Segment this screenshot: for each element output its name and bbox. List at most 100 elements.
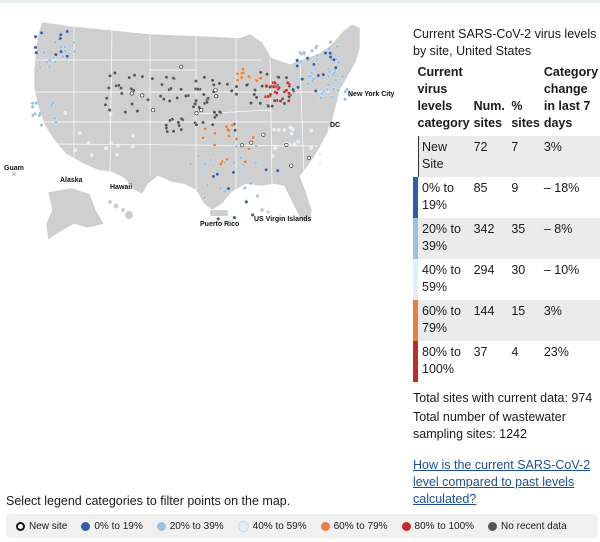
site-point[interactable]: [336, 60, 341, 65]
site-point[interactable]: [327, 47, 331, 51]
site-point[interactable]: [193, 101, 197, 106]
site-point[interactable]: [38, 111, 42, 116]
site-point[interactable]: [203, 195, 207, 200]
site-point[interactable]: [316, 73, 321, 78]
site-point[interactable]: [241, 67, 245, 72]
site-point[interactable]: [272, 127, 277, 132]
site-point[interactable]: [325, 87, 329, 92]
site-point[interactable]: [179, 64, 184, 69]
site-point[interactable]: [53, 40, 58, 45]
site-point[interactable]: [223, 160, 227, 165]
site-point[interactable]: [282, 101, 287, 106]
site-point[interactable]: [326, 66, 331, 71]
site-point[interactable]: [278, 99, 283, 103]
site-point[interactable]: [248, 181, 253, 186]
site-point[interactable]: [318, 161, 323, 165]
site-point[interactable]: [348, 93, 353, 98]
site-point[interactable]: [140, 74, 145, 79]
site-point[interactable]: [312, 62, 316, 67]
site-point[interactable]: [244, 83, 249, 87]
site-point[interactable]: [270, 104, 275, 108]
site-point[interactable]: [268, 92, 273, 97]
site-point[interactable]: [119, 91, 124, 96]
site-point[interactable]: [258, 101, 263, 106]
legend-item-0-19[interactable]: 0% to 19%: [81, 521, 143, 532]
site-point[interactable]: [241, 163, 246, 167]
site-point[interactable]: [175, 96, 180, 100]
legend-item-60-79[interactable]: 60% to 79%: [320, 521, 388, 532]
legend-item-no-recent[interactable]: No recent data: [488, 521, 567, 532]
site-point[interactable]: [179, 117, 184, 121]
site-point[interactable]: [63, 45, 67, 49]
site-point[interactable]: [329, 95, 334, 100]
site-point[interactable]: [239, 75, 244, 80]
site-point[interactable]: [61, 54, 65, 59]
site-point[interactable]: [227, 134, 231, 138]
site-point[interactable]: [271, 84, 276, 89]
site-point[interactable]: [234, 144, 239, 149]
site-point[interactable]: [264, 167, 268, 172]
site-point[interactable]: [177, 123, 181, 128]
site-point[interactable]: [58, 44, 63, 49]
site-point[interactable]: [272, 98, 277, 103]
site-point[interactable]: [225, 82, 230, 87]
site-point[interactable]: [323, 51, 328, 55]
site-point[interactable]: [326, 74, 331, 79]
site-point[interactable]: [284, 143, 289, 148]
site-point[interactable]: [71, 40, 76, 45]
legend-item-new-site[interactable]: New site: [16, 521, 67, 532]
site-point[interactable]: [298, 60, 303, 64]
site-point[interactable]: [214, 94, 219, 99]
site-point[interactable]: [336, 88, 340, 93]
site-point[interactable]: [250, 213, 255, 217]
site-point[interactable]: [299, 52, 304, 56]
site-point[interactable]: [109, 140, 113, 145]
site-point[interactable]: [234, 137, 239, 141]
site-point[interactable]: [114, 83, 119, 88]
site-point[interactable]: [289, 131, 294, 136]
site-point[interactable]: [63, 111, 68, 115]
site-point[interactable]: [211, 82, 216, 87]
site-point[interactable]: [332, 57, 336, 62]
site-point[interactable]: [244, 200, 249, 204]
site-points-layer[interactable]: [30, 29, 353, 221]
site-point[interactable]: [265, 94, 270, 99]
site-point[interactable]: [41, 50, 46, 55]
site-point[interactable]: [247, 146, 251, 151]
site-point[interactable]: [58, 36, 63, 41]
site-point[interactable]: [289, 163, 294, 168]
site-point[interactable]: [135, 109, 140, 113]
site-point[interactable]: [315, 53, 320, 58]
site-point[interactable]: [310, 79, 315, 84]
site-point[interactable]: [321, 89, 326, 94]
site-point[interactable]: [218, 186, 223, 191]
site-point[interactable]: [201, 120, 205, 125]
site-point[interactable]: [316, 62, 321, 67]
site-point[interactable]: [332, 71, 337, 75]
site-point[interactable]: [167, 99, 172, 103]
site-point[interactable]: [305, 56, 310, 61]
site-point[interactable]: [104, 96, 109, 101]
site-point[interactable]: [39, 31, 44, 35]
site-point[interactable]: [106, 86, 111, 90]
site-point[interactable]: [306, 81, 310, 86]
site-point[interactable]: [129, 86, 134, 91]
site-point[interactable]: [30, 105, 35, 109]
site-point[interactable]: [108, 74, 112, 78]
site-point[interactable]: [260, 84, 265, 88]
site-point[interactable]: [108, 112, 113, 117]
site-point[interactable]: [310, 48, 314, 53]
site-point[interactable]: [179, 87, 183, 92]
site-point[interactable]: [249, 101, 253, 105]
site-point[interactable]: [103, 102, 108, 107]
site-point[interactable]: [225, 157, 229, 162]
site-point[interactable]: [275, 168, 280, 173]
site-point[interactable]: [345, 87, 350, 92]
site-point[interactable]: [328, 51, 332, 55]
site-point[interactable]: [58, 32, 63, 37]
site-point[interactable]: [264, 84, 269, 89]
site-point[interactable]: [47, 58, 52, 63]
site-point[interactable]: [235, 78, 240, 82]
site-point[interactable]: [246, 74, 251, 79]
site-point[interactable]: [284, 88, 289, 93]
